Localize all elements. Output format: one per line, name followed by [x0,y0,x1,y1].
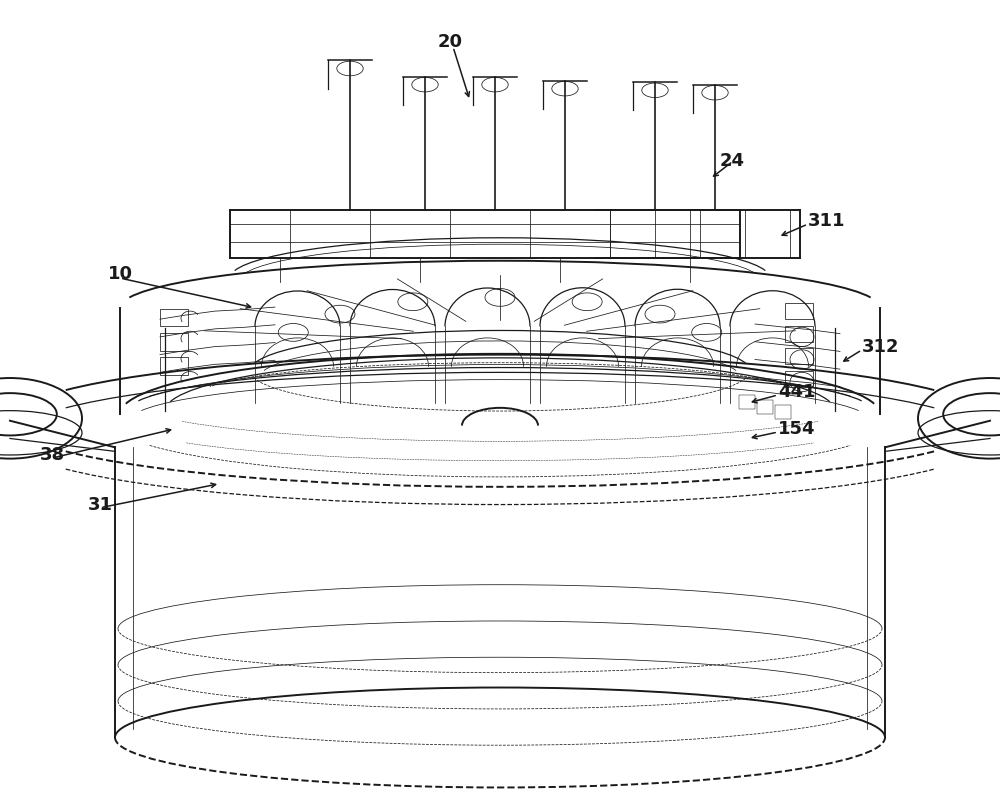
Bar [785,326,813,342]
Bar [160,357,188,375]
Text: 311: 311 [808,212,846,230]
Text: 154: 154 [778,420,816,438]
Bar [785,371,813,387]
Bar [785,348,813,364]
Bar [757,400,773,414]
Bar [785,303,813,319]
Text: 24: 24 [720,152,745,170]
Bar [160,309,188,326]
Text: 10: 10 [108,265,133,283]
Bar [739,395,755,409]
Text: 20: 20 [438,33,463,51]
Text: 312: 312 [862,338,900,355]
Text: 441: 441 [778,383,816,401]
Text: 38: 38 [40,447,65,464]
Text: 31: 31 [88,496,113,514]
Bar [775,405,791,419]
Bar [160,333,188,351]
